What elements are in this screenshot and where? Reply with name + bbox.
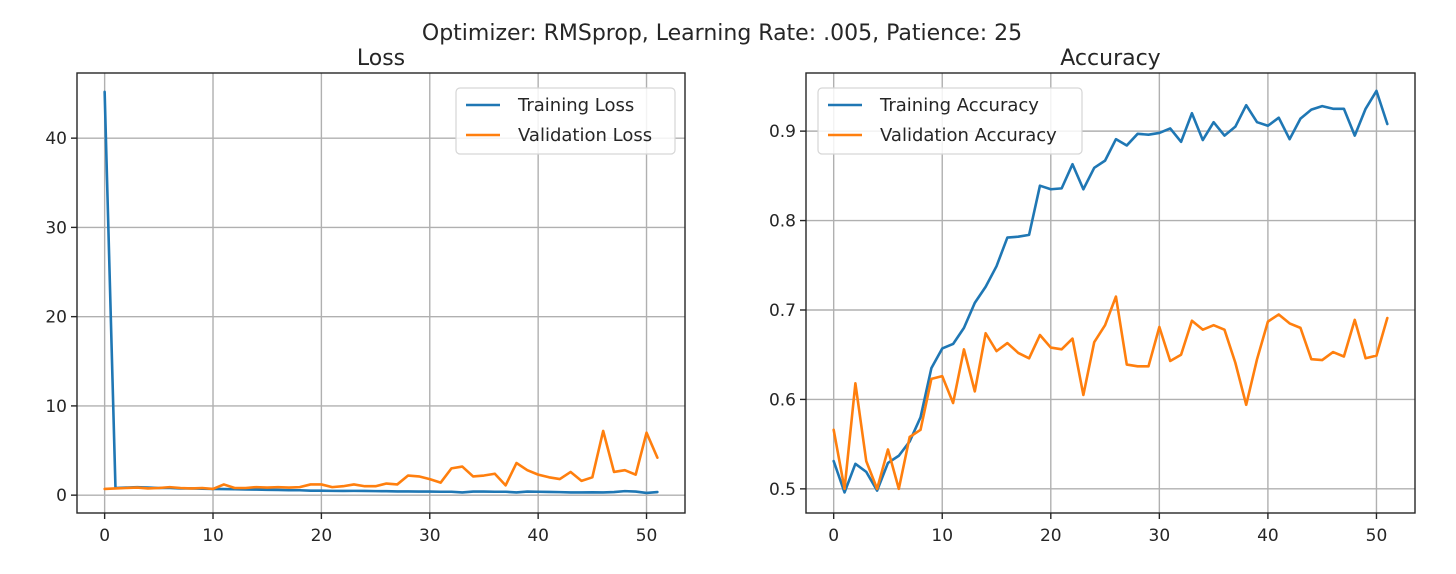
loss-ytick-label: 10	[45, 397, 67, 417]
loss-ytick-label: 20	[45, 308, 67, 328]
loss-legend: Training Loss Validation Loss	[455, 87, 676, 155]
accuracy-ytick-label: 0.9	[769, 122, 796, 142]
accuracy-xtick-label: 10	[931, 526, 953, 546]
loss-xtick-label: 10	[202, 526, 224, 546]
accuracy-training-accuracy-line	[832, 89, 1389, 494]
loss-xtick-label: 20	[311, 526, 333, 546]
accuracy-ytick-label: 0.8	[769, 212, 796, 232]
loss-ytick-label: 40	[45, 129, 67, 149]
accuracy-ytick-label: 0.7	[769, 301, 796, 321]
loss-axes-frame	[76, 72, 686, 514]
accuracy-legend: Training Accuracy Validation Accuracy	[817, 87, 1083, 155]
loss-xtick-label: 40	[527, 526, 549, 546]
accuracy-xtick-label: 30	[1149, 526, 1171, 546]
loss-ytick-label: 0	[56, 486, 67, 506]
loss-validation-loss-line	[103, 429, 659, 491]
accuracy-xtick-label: 0	[828, 526, 839, 546]
loss-xtick-label: 50	[636, 526, 658, 546]
loss-panel: Loss 0 10 20 30 40 50 0 10 20 30 40 Training Loss Val…	[45, 46, 686, 546]
accuracy-axes-frame	[805, 72, 1416, 514]
accuracy-legend-box	[817, 87, 1083, 155]
accuracy-validation-accuracy-line	[832, 295, 1389, 491]
accuracy-ytick-label: 0.6	[769, 390, 796, 410]
loss-ytick-label: 30	[45, 218, 67, 238]
accuracy-xtick-label: 20	[1040, 526, 1062, 546]
loss-title: Loss	[357, 46, 405, 71]
accuracy-xtick-label: 40	[1257, 526, 1279, 546]
accuracy-legend-label-validation-accuracy: Validation Accuracy	[880, 125, 1057, 146]
loss-xtick-label: 30	[419, 526, 441, 546]
accuracy-panel: Accuracy 0 10 20 30 40 50 0.5 0.6 0.7 0.8 0.9 Traini…	[769, 46, 1416, 546]
accuracy-xtick-label: 50	[1366, 526, 1388, 546]
loss-legend-label-validation-loss: Validation Loss	[518, 125, 652, 146]
loss-legend-label-training-loss: Training Loss	[517, 95, 634, 116]
accuracy-title: Accuracy	[1060, 46, 1160, 71]
accuracy-ytick-label: 0.5	[769, 480, 796, 500]
figure-suptitle: Optimizer: RMSprop, Learning Rate: .005,…	[422, 21, 1022, 46]
loss-legend-box	[455, 87, 676, 155]
accuracy-legend-label-training-accuracy: Training Accuracy	[879, 95, 1039, 116]
loss-xtick-label: 0	[99, 526, 110, 546]
